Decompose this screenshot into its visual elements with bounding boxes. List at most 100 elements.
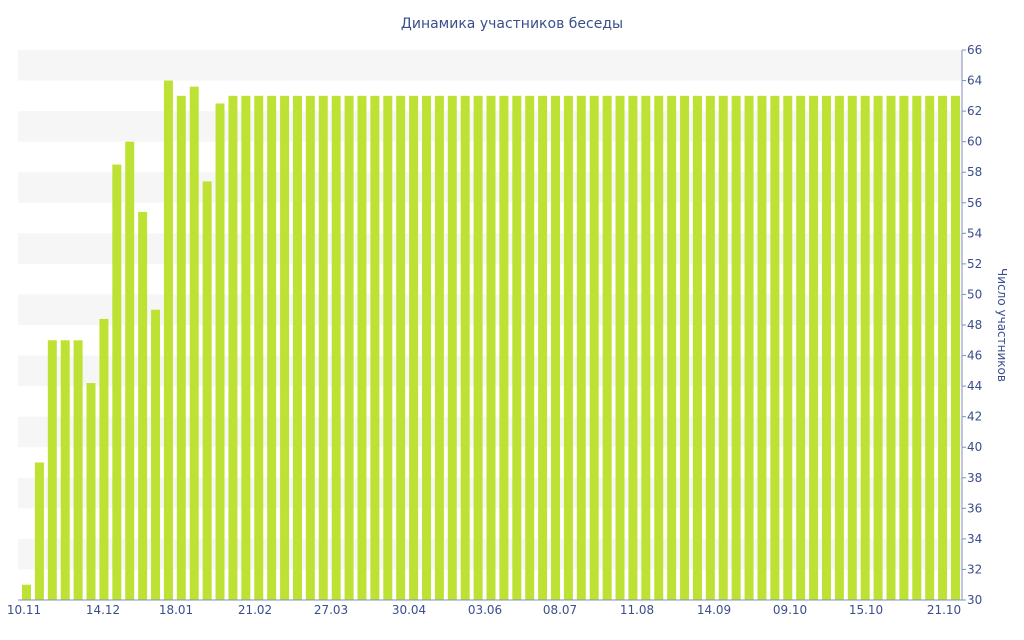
y-tick-label: 34: [967, 532, 982, 546]
bar: [370, 95, 380, 600]
grid-band: [18, 50, 962, 81]
bar: [267, 95, 277, 600]
bar: [912, 95, 922, 600]
bar: [925, 95, 935, 600]
bar: [563, 95, 573, 600]
x-tick-label: 18.01: [159, 603, 193, 617]
bar: [615, 95, 625, 600]
bar: [99, 318, 109, 600]
bar: [383, 95, 393, 600]
bar: [705, 95, 715, 600]
bar: [176, 95, 186, 600]
y-tick-label: 38: [967, 471, 982, 485]
y-tick-label: 64: [967, 74, 982, 88]
bar: [215, 103, 225, 600]
x-tick-label: 15.10: [849, 603, 883, 617]
bar: [680, 95, 690, 600]
y-axis: 30 32 34 36 38 40 42 44 46 48 50 52 54 56 58 60 62 64 66: [961, 43, 982, 607]
y-tick-label: 40: [967, 440, 982, 454]
y-tick-label: 42: [967, 410, 982, 424]
bar: [344, 95, 354, 600]
bar: [525, 95, 535, 600]
y-tick-label: 56: [967, 196, 982, 210]
x-tick-label: 10.11: [7, 603, 41, 617]
x-tick-label: 14.12: [86, 603, 120, 617]
y-tick-label: 44: [967, 379, 982, 393]
y-tick-label: 46: [967, 349, 982, 363]
y-tick-label: 32: [967, 562, 982, 576]
bar: [770, 95, 780, 600]
bar: [731, 95, 741, 600]
bar: [305, 95, 315, 600]
bar: [47, 340, 57, 600]
bar: [280, 95, 290, 600]
bar: [112, 164, 122, 600]
bar: [22, 584, 31, 600]
y-tick-label: 52: [967, 257, 982, 271]
x-tick-label: 21.02: [238, 603, 272, 617]
x-tick-label: 21.10: [927, 603, 961, 617]
bar: [125, 141, 135, 601]
bar: [409, 95, 419, 600]
y-tick-label: 50: [967, 287, 982, 301]
bar: [692, 95, 702, 600]
x-tick-label: 03.06: [468, 603, 502, 617]
bar: [628, 95, 638, 600]
bar: [396, 95, 406, 600]
bar: [421, 95, 431, 600]
bar: [821, 95, 831, 600]
bar: [202, 181, 212, 600]
chart-title: Динамика участников беседы: [401, 16, 623, 32]
y-axis-label: Число участников: [995, 268, 1009, 382]
bar: [86, 383, 96, 600]
bar: [538, 95, 548, 600]
y-tick-label: 30: [967, 593, 982, 607]
x-tick-label: 11.08: [620, 603, 654, 617]
y-tick-label: 36: [967, 501, 982, 515]
bar: [254, 95, 264, 600]
bar: [34, 462, 44, 600]
bar: [899, 95, 909, 600]
bar: [292, 95, 302, 600]
bar: [667, 95, 677, 600]
bar: [73, 340, 83, 600]
bar: [60, 340, 70, 600]
y-tick-label: 66: [967, 43, 982, 57]
bar: [460, 95, 470, 600]
bar: [551, 95, 561, 600]
bar: [499, 95, 509, 600]
x-tick-label: 27.03: [314, 603, 348, 617]
bar: [834, 95, 844, 600]
bar: [641, 95, 651, 600]
bar: [189, 86, 199, 601]
x-tick-label: 30.04: [392, 603, 426, 617]
bar: [434, 95, 444, 600]
bar: [783, 95, 793, 600]
bar: [318, 95, 328, 600]
bar: [486, 95, 496, 600]
y-tick-label: 58: [967, 165, 982, 179]
y-tick-label: 54: [967, 226, 982, 240]
y-tick-label: 60: [967, 135, 982, 149]
bar: [473, 95, 483, 600]
bar: [357, 95, 367, 600]
bar: [654, 95, 664, 600]
bar: [589, 95, 599, 600]
x-axis: 10.11 14.12 18.01 21.02 27.03 30.04 03.06 08.07…: [7, 599, 962, 617]
bar: [809, 95, 819, 600]
bar: [163, 80, 173, 600]
bar: [138, 211, 148, 600]
x-tick-label: 14.09: [697, 603, 731, 617]
bar: [576, 95, 586, 600]
bar: [228, 95, 238, 600]
bar: [744, 95, 754, 600]
bar: [512, 95, 522, 600]
x-tick-label: 08.07: [543, 603, 577, 617]
bar: [757, 95, 767, 600]
bars: [22, 80, 960, 601]
bar: [331, 95, 341, 600]
bar: [151, 309, 161, 600]
x-tick-label: 09.10: [773, 603, 807, 617]
